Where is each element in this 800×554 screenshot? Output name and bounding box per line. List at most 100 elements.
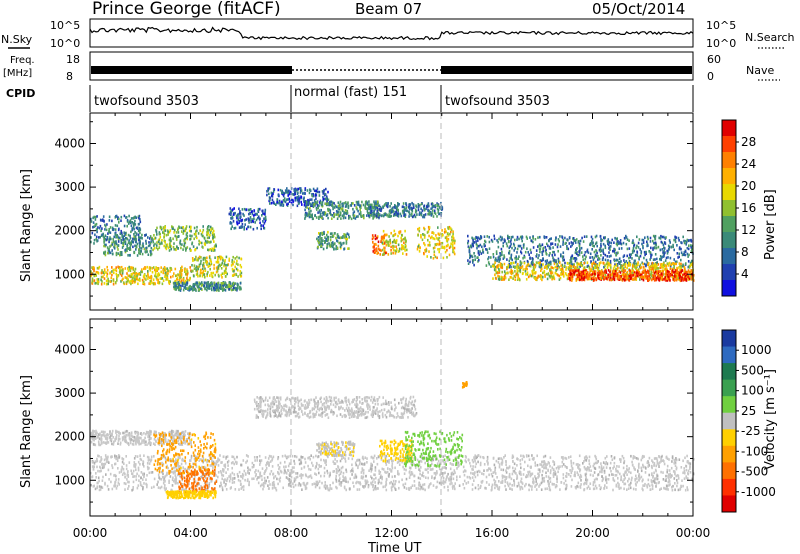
data-cell: [620, 275, 622, 278]
data-cell: [193, 264, 196, 267]
data-cell: [445, 239, 448, 242]
data-cell: [637, 269, 639, 273]
data-cell: [234, 226, 237, 230]
data-cell: [203, 265, 205, 268]
data-cell: [451, 244, 454, 247]
data-cell: [516, 269, 519, 273]
data-cell: [330, 200, 333, 204]
data-cell: [472, 241, 475, 244]
data-cell: [169, 266, 171, 270]
data-cell: [674, 238, 677, 241]
data-cell: [629, 263, 631, 267]
data-cell: [451, 241, 454, 244]
data-cell: [298, 198, 301, 202]
data-cell: [548, 239, 550, 243]
data-cell: [201, 271, 203, 275]
data-cell: [119, 232, 122, 235]
data-cell: [375, 206, 377, 209]
data-cell: [452, 239, 455, 242]
data-cell: [96, 280, 99, 284]
data-cell: [665, 267, 667, 271]
data-cell: [501, 236, 503, 239]
data-cell: [601, 276, 604, 279]
data-cell: [178, 274, 180, 277]
data-cell: [132, 268, 135, 271]
data-cell: [262, 209, 264, 213]
data-cell: [352, 207, 354, 211]
data-cell: [450, 477, 452, 481]
data-cell: [318, 217, 320, 220]
data-cell: [154, 271, 157, 274]
data-cell: [286, 187, 288, 190]
data-cell: [346, 202, 349, 206]
data-cell: [303, 203, 306, 207]
data-cell: [676, 267, 679, 271]
data-cell: [488, 240, 491, 244]
data-cell: [386, 240, 389, 244]
data-cell: [348, 214, 350, 218]
data-cell: [236, 216, 239, 219]
data-cell: [111, 249, 113, 252]
data-cell: [166, 278, 169, 281]
data-cell: [663, 247, 666, 250]
data-cell: [449, 227, 452, 230]
data-cell: [317, 245, 319, 249]
cbar-swatch: [722, 184, 736, 201]
data-cell: [621, 266, 624, 270]
date-label: 05/Oct/2014: [592, 0, 685, 18]
data-cell: [610, 241, 613, 245]
data-cell: [171, 470, 173, 474]
data-cell: [605, 269, 607, 272]
data-cell: [545, 475, 548, 478]
data-cell: [247, 225, 249, 229]
data-cell: [121, 272, 124, 275]
data-cell: [641, 273, 643, 277]
data-cell: [393, 238, 396, 242]
data-cell: [101, 280, 103, 283]
data-cell: [312, 204, 315, 207]
data-cell: [165, 243, 167, 247]
data-cell: [265, 218, 267, 221]
data-cell: [437, 248, 439, 251]
data-cell: [357, 215, 359, 218]
data-cell: [268, 454, 271, 458]
data-cell: [421, 209, 424, 212]
data-cell: [529, 236, 531, 239]
data-cell: [176, 286, 179, 289]
data-cell: [136, 242, 139, 246]
data-cell: [661, 235, 664, 239]
data-cell: [467, 262, 470, 265]
data-cell: [606, 255, 609, 258]
data-cell: [590, 260, 592, 263]
data-cell: [635, 246, 637, 250]
data-cell: [107, 251, 109, 255]
data-cell: [220, 285, 223, 288]
data-cell: [305, 214, 308, 217]
data-cell: [678, 246, 681, 249]
data-cell: [236, 259, 238, 263]
data-cell: [228, 257, 231, 261]
data-cell: [568, 264, 571, 267]
data-cell: [598, 257, 600, 260]
data-cell: [400, 239, 403, 243]
data-cell: [221, 276, 223, 279]
data-cell: [544, 265, 547, 268]
data-cell: [163, 239, 166, 242]
data-cell: [239, 275, 242, 278]
data-cell: [247, 469, 249, 473]
data-cell: [240, 257, 242, 261]
data-cell: [647, 263, 649, 267]
data-cell: [331, 232, 333, 235]
data-cell: [225, 285, 227, 289]
data-cell: [155, 229, 157, 232]
data-cell: [565, 241, 567, 245]
data-cell: [380, 239, 383, 242]
data-cell: [242, 485, 245, 488]
data-cell: [514, 238, 516, 242]
data-cell: [528, 483, 530, 487]
data-cell: [307, 203, 309, 206]
data-cell: [111, 266, 113, 269]
data-cell: [405, 203, 408, 207]
data-cell: [163, 244, 165, 248]
data-cell: [138, 235, 140, 239]
